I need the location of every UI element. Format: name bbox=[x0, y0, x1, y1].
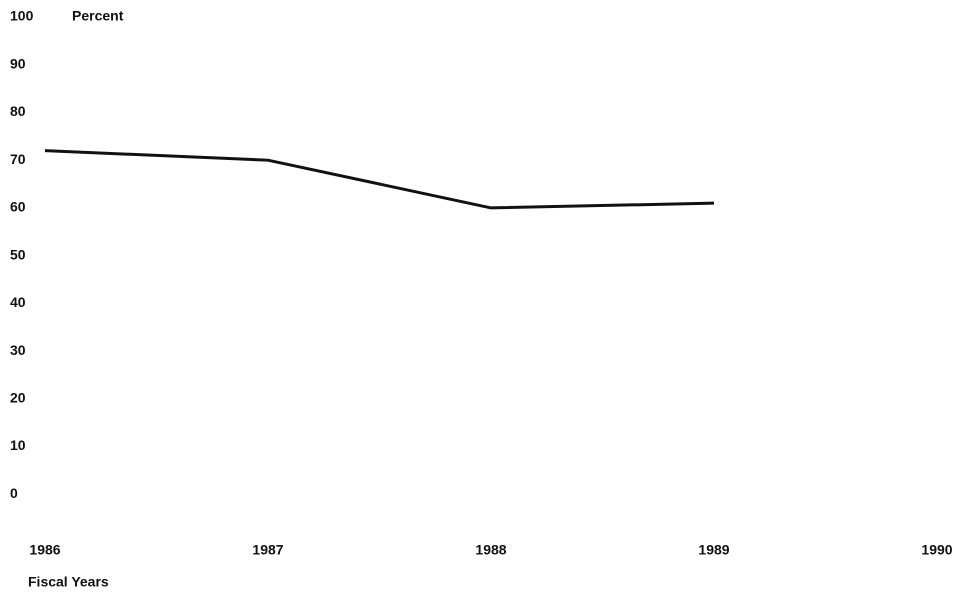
y-tick-label: 20 bbox=[10, 390, 26, 406]
y-tick-label: 0 bbox=[10, 485, 18, 501]
x-axis-label: Fiscal Years bbox=[28, 574, 109, 590]
y-tick-label: 60 bbox=[10, 199, 26, 215]
y-tick-label: 80 bbox=[10, 103, 26, 119]
x-tick-label: 1990 bbox=[921, 542, 952, 558]
x-tick-label: 1989 bbox=[698, 542, 729, 558]
y-tick-label: 70 bbox=[10, 151, 26, 167]
x-tick-label: 1986 bbox=[29, 542, 60, 558]
y-tick-label: 30 bbox=[10, 342, 26, 358]
y-tick-label: 40 bbox=[10, 294, 26, 310]
y-tick-label: 90 bbox=[10, 55, 26, 71]
data-line bbox=[44, 149, 715, 210]
y-tick-label: 50 bbox=[10, 246, 26, 262]
y-tick-label: 100 bbox=[10, 8, 34, 24]
x-tick-label: 1988 bbox=[475, 542, 506, 558]
x-tick-label: 1987 bbox=[252, 542, 283, 558]
y-axis-label: Percent bbox=[72, 8, 124, 24]
y-tick-label: 10 bbox=[10, 437, 26, 453]
